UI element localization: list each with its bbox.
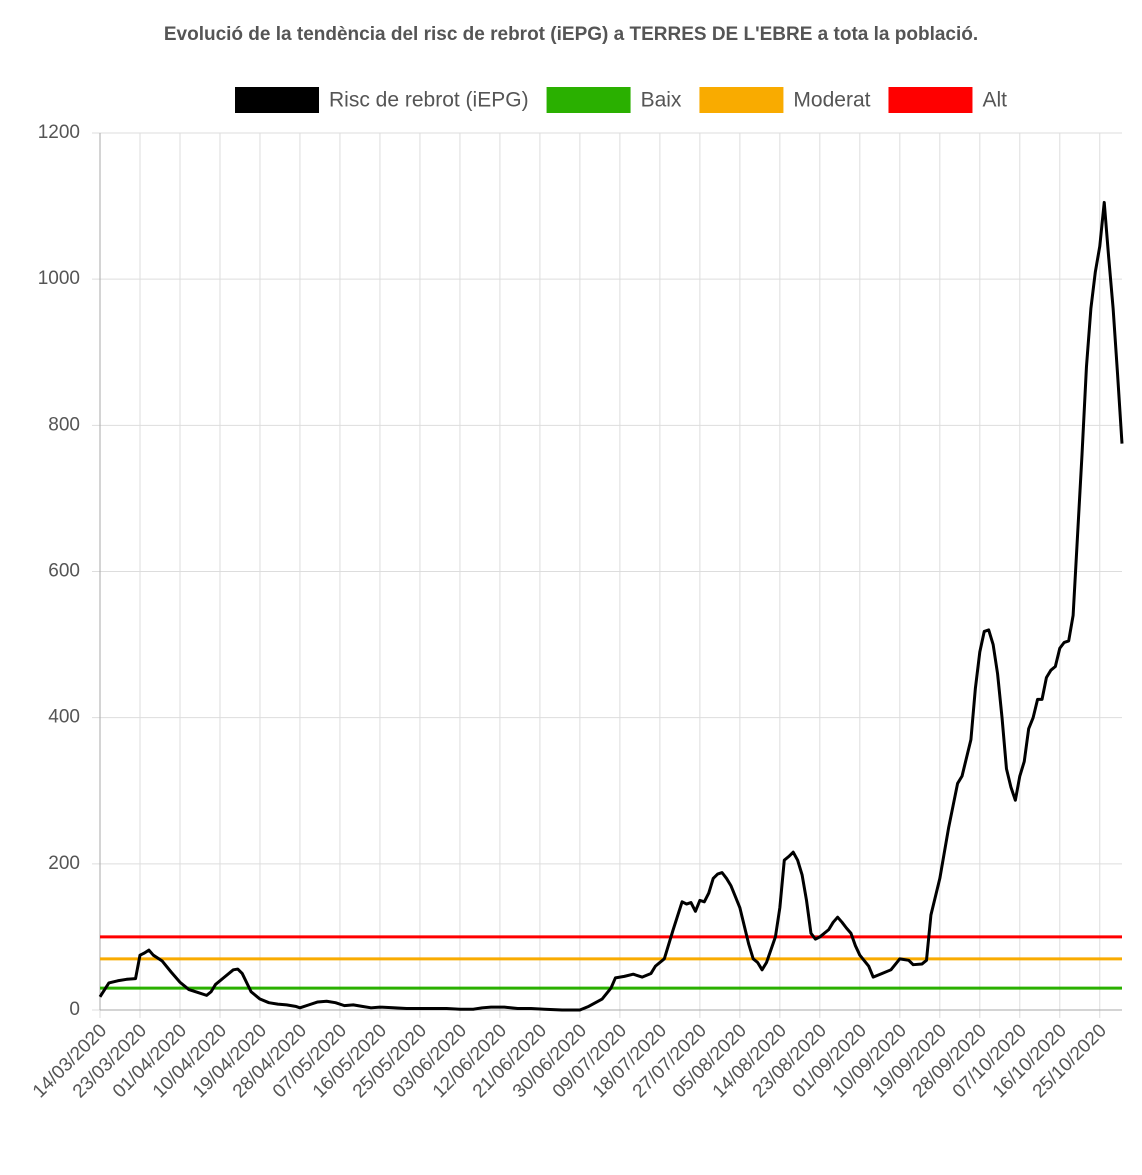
legend-swatch: [699, 87, 784, 113]
legend-swatch: [235, 87, 320, 113]
y-tick-label: 1000: [38, 268, 80, 289]
legend-label: Baix: [641, 89, 682, 112]
series-line: [98, 200, 1124, 1012]
chart-title: Evolució de la tendència del risc de reb…: [164, 24, 978, 45]
y-tick-label: 200: [48, 853, 80, 874]
legend-label: Moderat: [793, 89, 870, 112]
y-tick-label: 0: [69, 999, 80, 1020]
legend-label: Risc de rebrot (iEPG): [329, 89, 529, 112]
legend-swatch: [888, 87, 973, 113]
legend-label: Alt: [982, 89, 1007, 112]
legend-swatch: [546, 87, 631, 113]
y-tick-label: 400: [48, 707, 80, 728]
y-tick-label: 1200: [38, 122, 80, 143]
y-tick-label: 600: [48, 561, 80, 582]
legend: Risc de rebrot (iEPG) Baix Moderat Alt: [235, 87, 1007, 113]
y-tick-label: 800: [48, 414, 80, 435]
